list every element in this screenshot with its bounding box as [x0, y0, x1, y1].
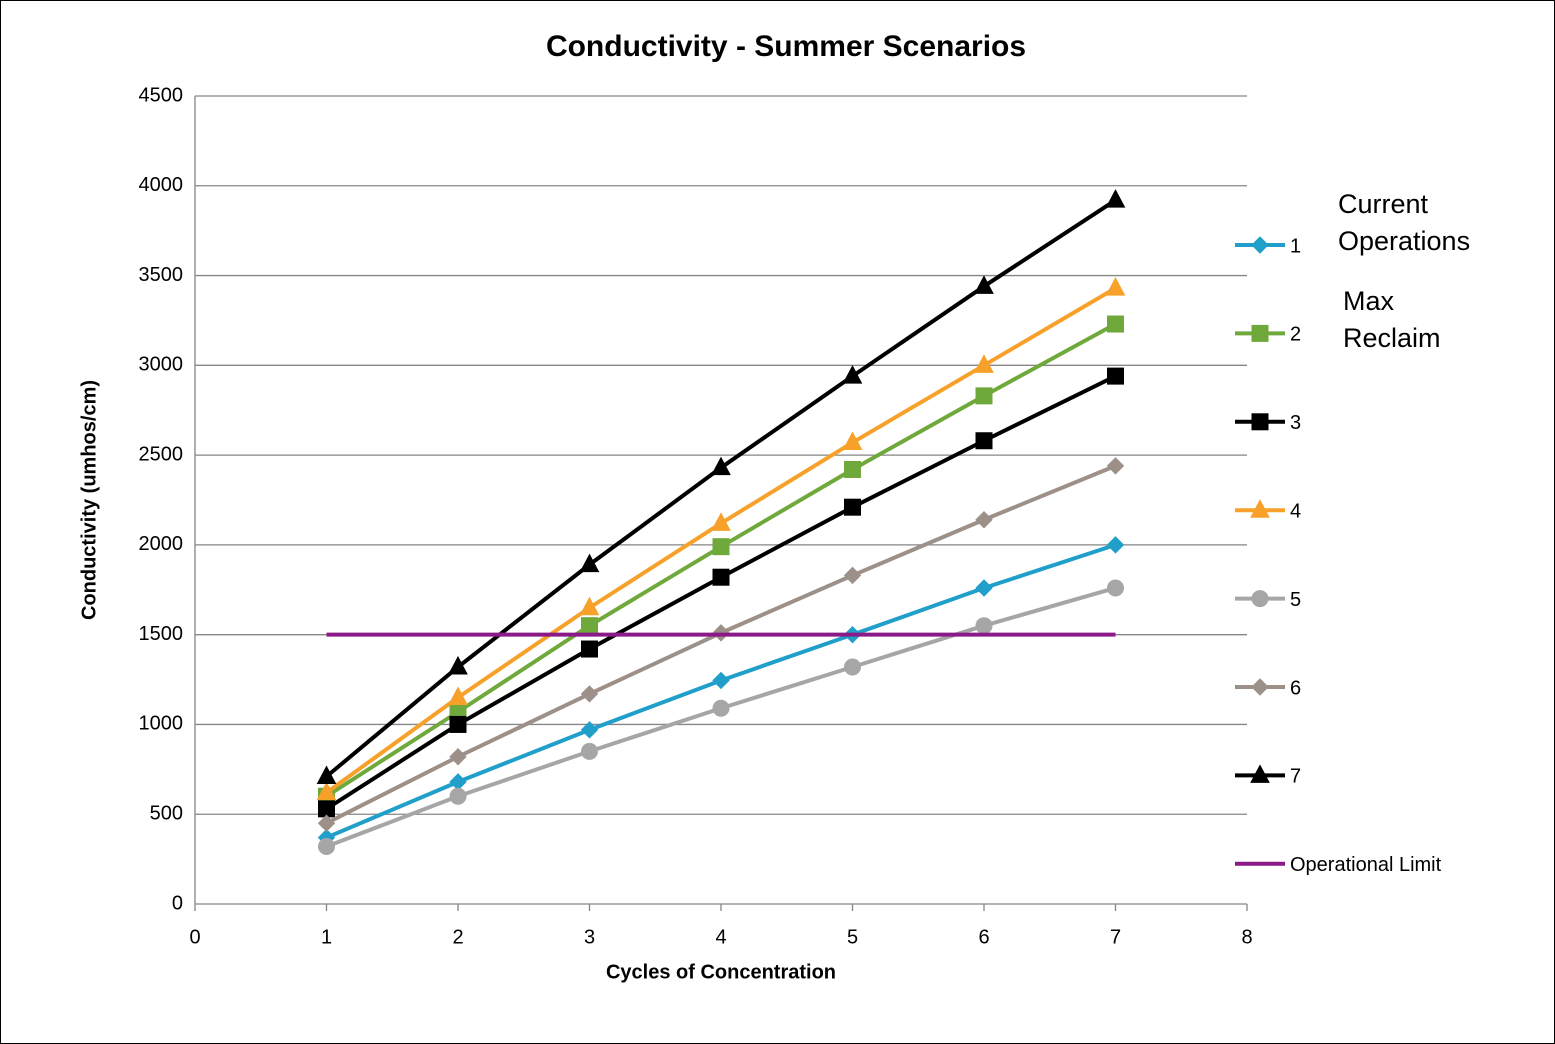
marker [1251, 590, 1269, 608]
x-tick-label: 1 [321, 926, 332, 948]
marker [842, 431, 863, 451]
marker [318, 800, 335, 818]
y-tick-label: 1500 [139, 623, 184, 645]
x-tick-label: 3 [584, 926, 595, 948]
marker [844, 460, 861, 478]
legend-label: 4 [1290, 500, 1301, 522]
marker [581, 742, 598, 760]
marker [712, 671, 730, 690]
marker [316, 765, 337, 785]
marker [1106, 536, 1125, 554]
marker [449, 748, 467, 766]
marker [316, 781, 337, 801]
marker [844, 658, 861, 676]
marker [975, 432, 993, 450]
marker [448, 655, 468, 675]
legend-label: 7 [1290, 766, 1301, 788]
marker [1105, 277, 1126, 296]
marker [712, 568, 730, 586]
x-axis-label: Cycles of Concentration [606, 961, 836, 983]
marker [712, 538, 730, 556]
marker [1251, 413, 1269, 431]
marker [449, 715, 467, 733]
legend-label: 5 [1290, 589, 1301, 611]
marker [1107, 367, 1124, 385]
x-tick-label: 4 [715, 926, 726, 948]
marker [975, 511, 993, 529]
x-tick-label: 7 [1110, 926, 1121, 948]
y-tick-label: 1000 [139, 713, 184, 735]
y-tick-label: 4000 [139, 174, 184, 196]
marker [580, 685, 599, 703]
chart-title: Conductivity - Summer Scenarios [546, 30, 1026, 63]
marker [580, 721, 599, 739]
marker [449, 787, 467, 805]
marker [843, 566, 862, 585]
y-tick-label: 0 [172, 892, 183, 914]
y-tick-label: 4500 [139, 84, 184, 106]
marker [1107, 579, 1124, 597]
legend-label: 2 [1290, 324, 1301, 346]
marker [1251, 324, 1269, 342]
marker [1107, 315, 1124, 333]
marker [579, 596, 600, 616]
marker [581, 617, 598, 635]
marker [975, 579, 993, 597]
marker [842, 365, 863, 384]
y-tick-label: 2000 [139, 533, 184, 555]
legend-label: 6 [1290, 677, 1301, 699]
marker [1251, 236, 1269, 254]
x-tick-label: 0 [189, 926, 200, 948]
marker [975, 617, 993, 635]
y-axis-label: Conductivity (umhos/cm) [78, 380, 100, 620]
marker [711, 456, 731, 476]
annotation: Current Operations [1338, 189, 1471, 256]
x-tick-label: 5 [847, 926, 858, 948]
marker [448, 686, 468, 706]
marker [712, 699, 730, 717]
marker [974, 275, 994, 294]
marker [579, 553, 600, 573]
marker [975, 387, 993, 405]
marker [1106, 457, 1125, 475]
annotation: Max Reclaim [1343, 286, 1441, 353]
legend-label: Operational Limit [1290, 854, 1442, 876]
marker [1105, 189, 1126, 208]
marker [844, 498, 861, 516]
marker [581, 640, 598, 658]
legend-label: 3 [1290, 412, 1301, 434]
marker [974, 354, 994, 373]
marker [711, 512, 731, 531]
y-tick-label: 2500 [139, 443, 184, 465]
y-tick-label: 3000 [139, 354, 184, 376]
legend-label: 1 [1290, 235, 1301, 257]
marker [1250, 499, 1270, 518]
marker [318, 838, 335, 856]
y-tick-label: 500 [150, 803, 183, 825]
marker [317, 814, 336, 832]
marker [1250, 764, 1270, 783]
x-tick-label: 2 [452, 926, 463, 948]
marker [1251, 678, 1269, 696]
y-tick-label: 3500 [139, 264, 184, 286]
x-tick-label: 8 [1241, 926, 1252, 948]
x-tick-label: 6 [978, 926, 989, 948]
